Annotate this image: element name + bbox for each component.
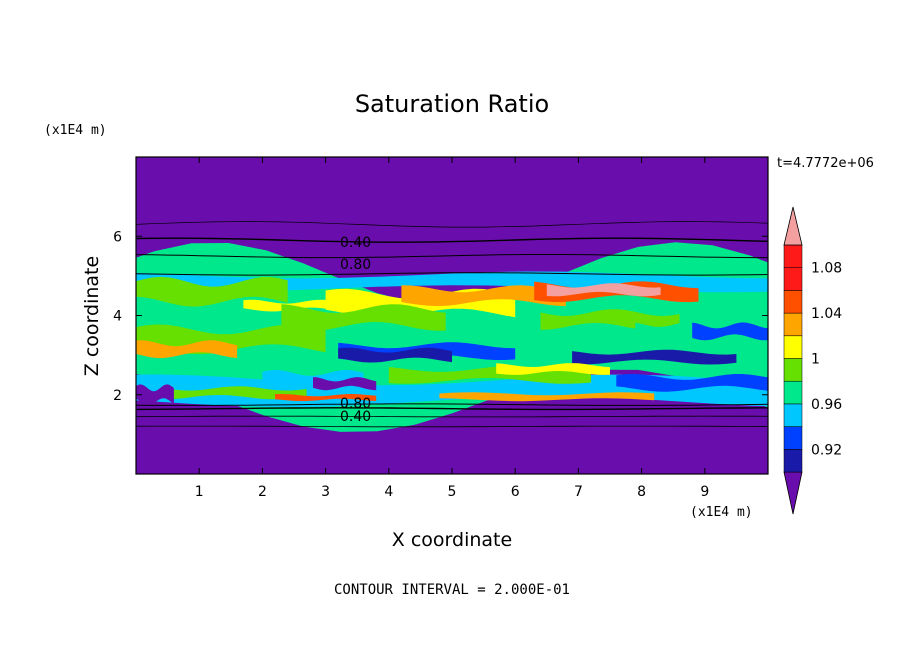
saturation-band	[496, 363, 610, 375]
saturation-band	[439, 392, 655, 402]
x-tick-label: 7	[574, 484, 583, 500]
x-unit-label: (x1E4 m)	[690, 505, 753, 520]
saturation-band	[692, 322, 768, 341]
chart-title: Saturation Ratio	[355, 90, 549, 118]
x-tick-label: 3	[321, 484, 330, 500]
contour-label: 0.40	[340, 409, 371, 425]
saturation-bands	[136, 242, 768, 432]
contour-line	[136, 403, 768, 406]
colorbar-tick-label: 0.92	[811, 442, 842, 458]
saturation-band	[167, 386, 307, 400]
x-tick-label: 1	[195, 484, 204, 500]
colorbar-swatch	[783, 426, 803, 450]
saturation-band	[401, 285, 566, 307]
saturation-band	[281, 304, 446, 331]
contour-label: 0.80	[340, 257, 371, 273]
colorbar-tick-label: 1.08	[811, 261, 842, 277]
colorbar-swatch	[783, 335, 803, 359]
saturation-band	[616, 373, 768, 392]
colorbar-tick-label: 1.04	[811, 306, 842, 322]
saturation-band	[243, 299, 345, 312]
saturation-band	[262, 370, 364, 388]
axes: 1 2 3 4 5 6 7 8 9 2 4 6	[113, 157, 768, 500]
saturation-band	[572, 349, 737, 365]
y-unit-label: (x1E4 m)	[44, 123, 107, 138]
x-tick-label: 5	[448, 484, 457, 500]
contour-line	[136, 407, 768, 411]
colorbar-tick-label: 1	[811, 352, 820, 368]
colorbar-swatch	[783, 449, 803, 473]
colorbar-swatch	[783, 358, 803, 382]
contour-lines	[136, 221, 768, 428]
plot-area	[136, 157, 768, 474]
x-tick-label: 4	[384, 484, 393, 500]
contour-label: 0.80	[340, 396, 371, 412]
colorbar-high-arrow	[783, 206, 803, 246]
colorbar: 0.92 0.96 1 1.04 1.08	[783, 206, 842, 515]
x-tick-label: 2	[258, 484, 267, 500]
contour-label: 0.40	[340, 235, 371, 251]
contour-line	[136, 272, 768, 276]
saturation-band	[136, 276, 288, 307]
saturation-band	[313, 377, 377, 391]
saturation-band	[136, 384, 174, 406]
contour-line	[136, 415, 768, 418]
x-axis-label: X coordinate	[392, 529, 512, 551]
saturation-band	[546, 283, 661, 297]
saturation-band	[275, 394, 377, 402]
y-tick-label: 2	[113, 388, 122, 404]
colorbar-swatch	[783, 312, 803, 337]
x-tick-label: 8	[637, 484, 646, 500]
colorbar-swatch	[783, 290, 803, 314]
saturation-band	[136, 340, 238, 359]
saturation-band	[338, 347, 452, 363]
y-axis-label: Z coordinate	[81, 256, 103, 376]
contour-line	[136, 237, 768, 243]
contour-line	[136, 221, 768, 228]
x-tick-label: 6	[511, 484, 520, 500]
contour-interval-footer: CONTOUR INTERVAL = 2.000E-01	[334, 582, 570, 598]
colorbar-swatch	[783, 380, 803, 405]
colorbar-swatch	[783, 244, 803, 268]
x-tick-label: 9	[700, 484, 709, 500]
y-tick-label: 6	[113, 229, 122, 245]
colorbar-tick-label: 0.96	[811, 397, 842, 413]
y-tick-label: 4	[113, 309, 122, 325]
colorbar-low-arrow	[783, 471, 803, 515]
colorbar-swatch	[783, 267, 803, 291]
colorbar-swatch	[783, 403, 803, 427]
contour-label-group: 0.40 0.80 0.80 0.40	[340, 235, 371, 425]
contour-line	[136, 254, 768, 259]
contour-line	[136, 425, 768, 428]
time-label: t=4.7772e+06	[777, 156, 874, 171]
